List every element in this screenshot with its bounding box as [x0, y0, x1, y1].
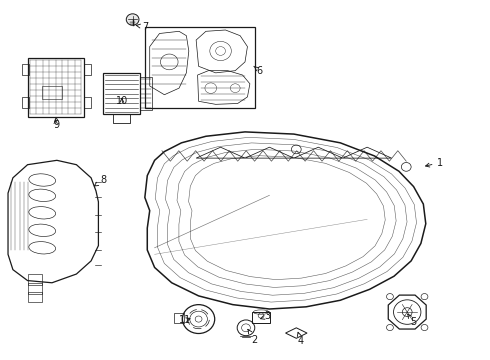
Bar: [22, 64, 28, 75]
Text: 2: 2: [248, 329, 258, 345]
Bar: [252, 312, 270, 323]
Bar: [27, 58, 84, 117]
Text: 3: 3: [261, 311, 270, 321]
Text: 11: 11: [179, 315, 192, 325]
Text: 1: 1: [425, 158, 443, 167]
Text: 5: 5: [408, 314, 416, 327]
Text: 4: 4: [297, 332, 304, 346]
Bar: [103, 73, 140, 114]
Bar: [145, 27, 255, 108]
Bar: [84, 64, 91, 75]
Bar: [22, 97, 28, 108]
Text: 8: 8: [95, 175, 106, 186]
Text: 9: 9: [54, 117, 60, 130]
Text: 6: 6: [254, 66, 263, 76]
Text: 7: 7: [136, 22, 148, 32]
Bar: [84, 97, 91, 108]
Bar: [42, 86, 62, 99]
Text: 10: 10: [116, 96, 128, 106]
Circle shape: [126, 14, 139, 25]
